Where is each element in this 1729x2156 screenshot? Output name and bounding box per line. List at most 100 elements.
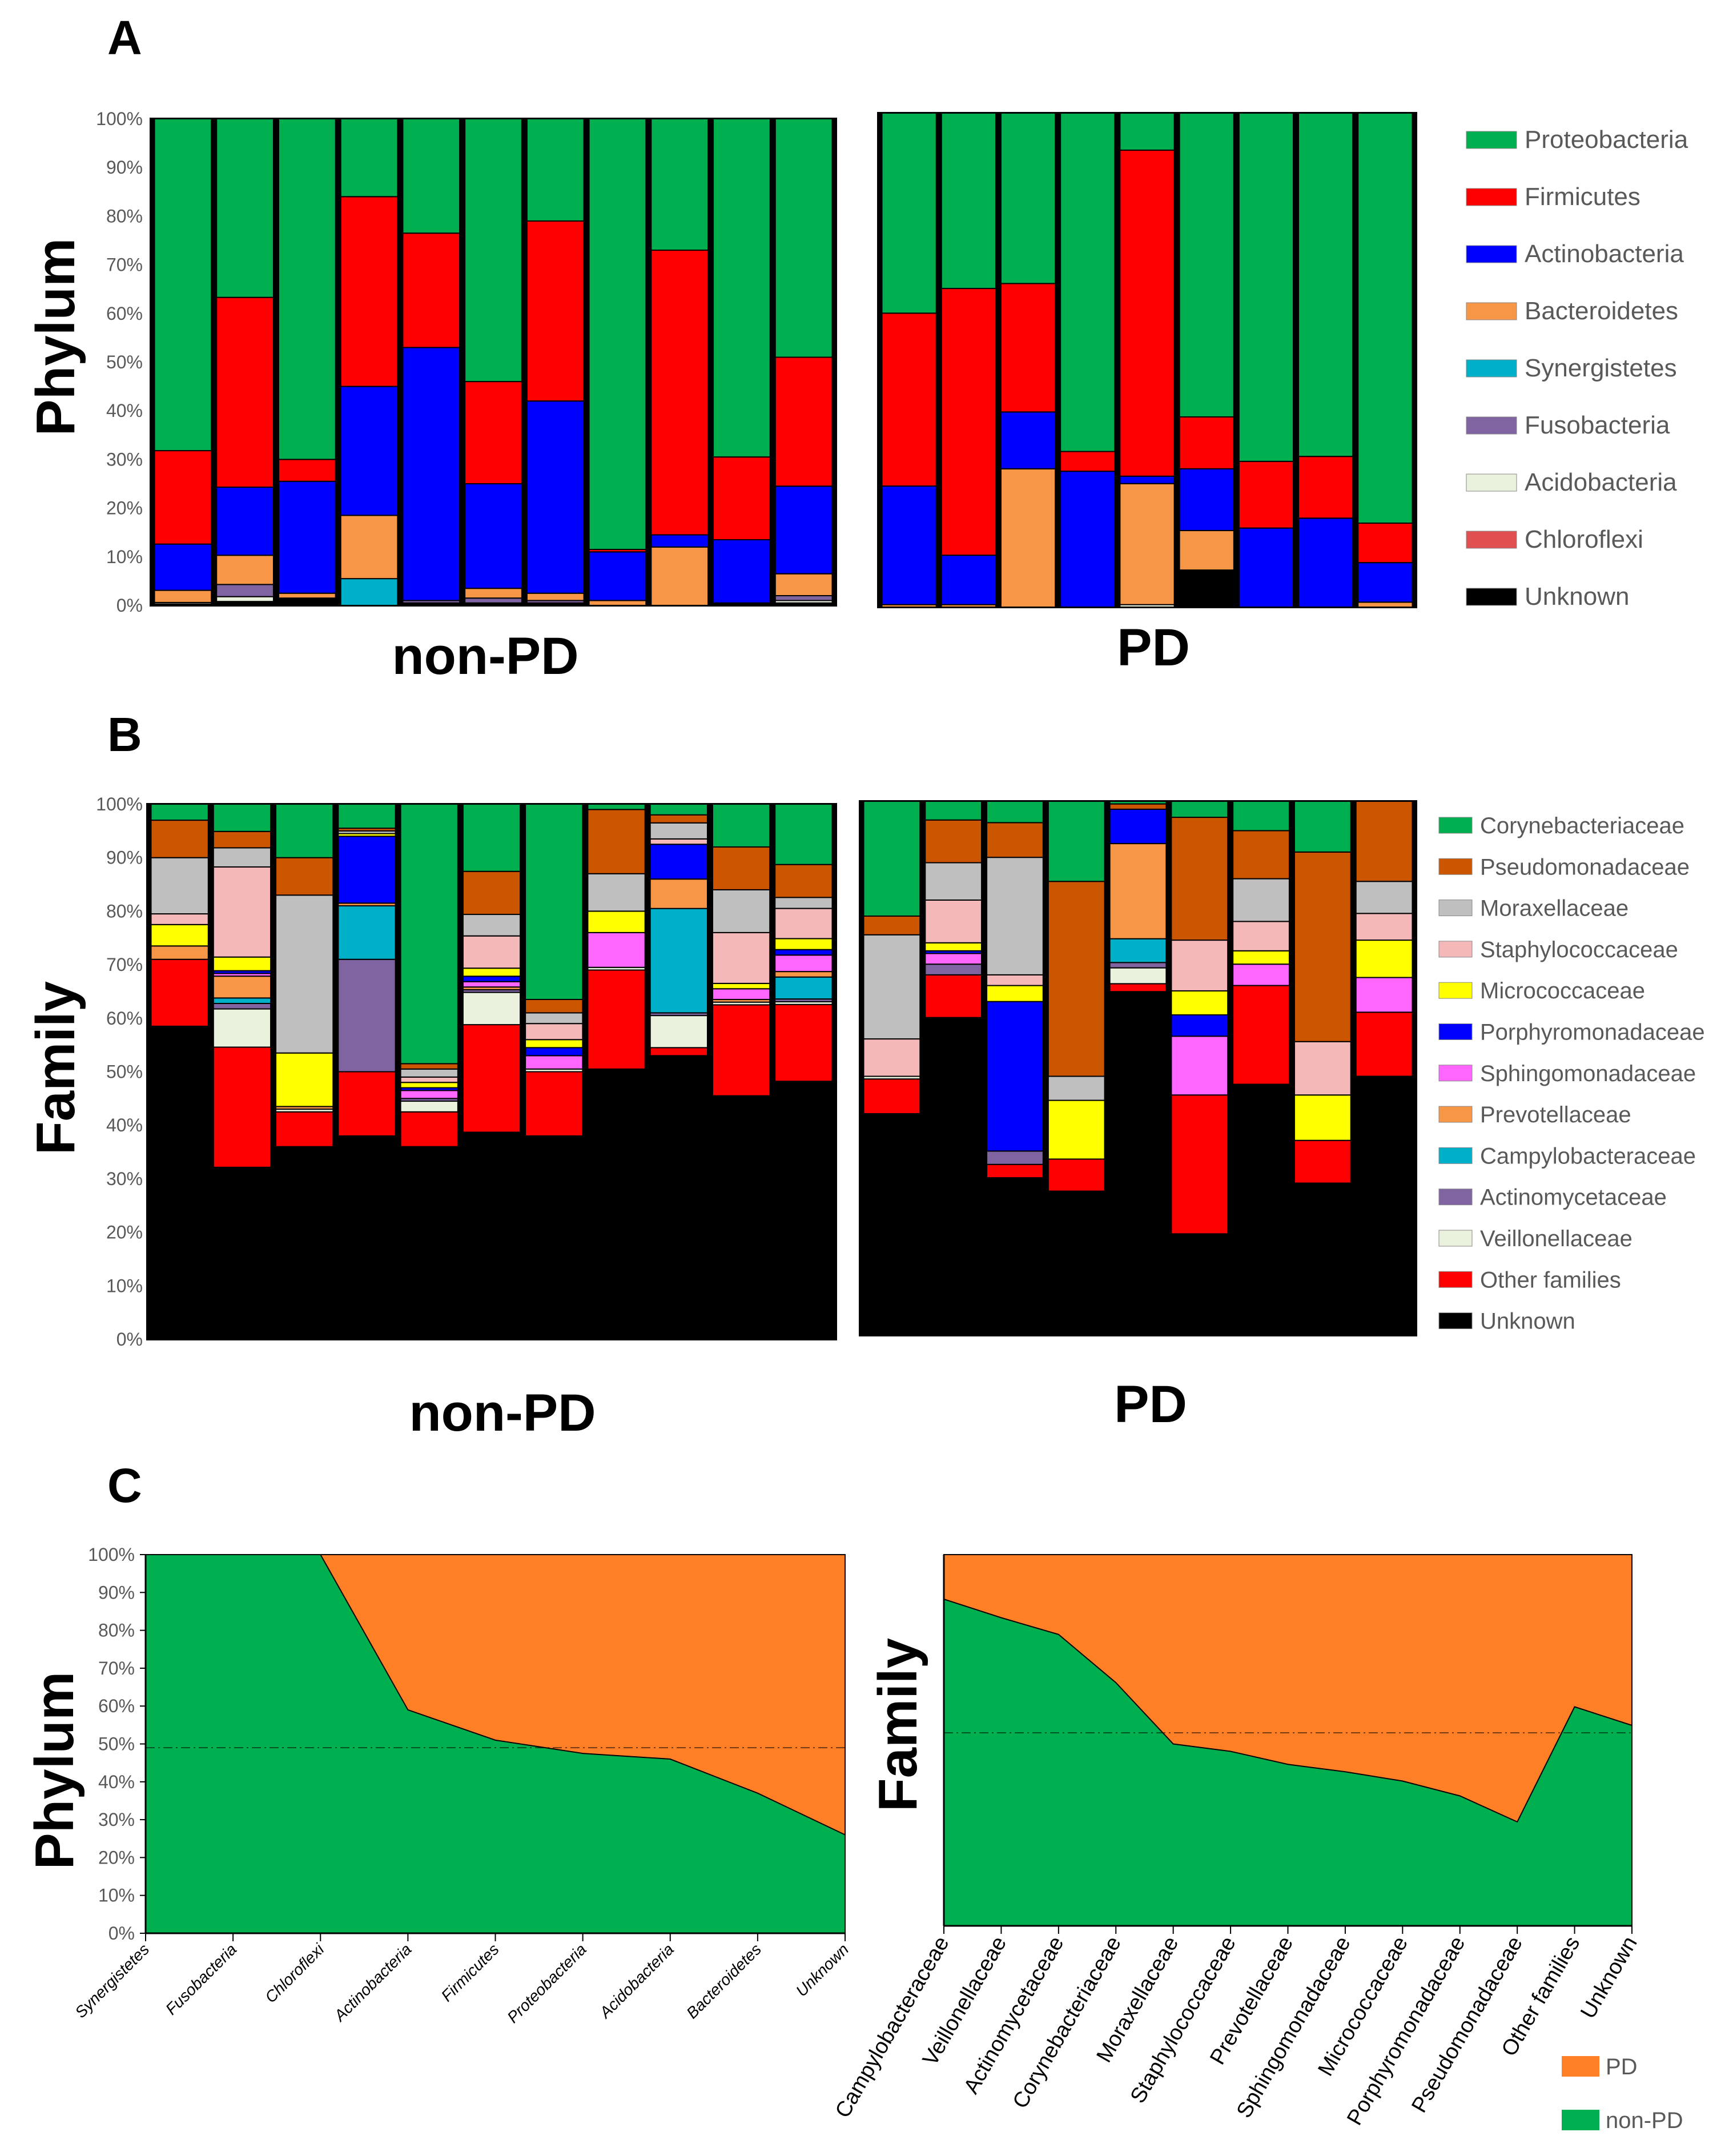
b-pd-bar-6-staphylococcaceae — [1171, 940, 1229, 991]
b-legend-swatch-campylobacteraceae — [1438, 1147, 1473, 1164]
b-nonpd-bar-8-other-families — [587, 969, 646, 1070]
a-nonpd-bar-7-bacteroidetes — [526, 592, 585, 601]
a-pd-bar-2-firmicutes — [940, 288, 996, 556]
b-pd-bar-9-micrococcaceae — [1355, 940, 1413, 978]
b-nonpd-bar-6-corynebacteriaceae — [462, 804, 521, 872]
b-nonpd-bar-4-porphyromonadaceae — [337, 836, 396, 904]
a-pd-bar-2-actinobacteria — [940, 555, 996, 605]
a-legend-label-fusobacteria: Fusobacteria — [1525, 411, 1670, 439]
a-tick-6: 60% — [106, 303, 143, 324]
a-pd-bar-5-firmicutes — [1119, 149, 1175, 477]
a-nonpd-bar-6-fusobacteria — [464, 597, 522, 604]
a-nonpd-bar-10-actinobacteria — [713, 539, 771, 604]
b-pd-bar-1-other-families — [863, 1078, 921, 1114]
a-pd-bar-3-bacteroidetes — [1000, 468, 1056, 608]
b-nonpd-bar-11-staphylococcaceae — [774, 908, 833, 940]
c-family-nonpd-area — [943, 1598, 1633, 1926]
b-nonpd-bar-6-unknown — [462, 1131, 521, 1340]
c-tick-4: 40% — [98, 1772, 135, 1792]
b-nonpd-bar-7-corynebacteriaceae — [525, 804, 584, 1001]
b-nonpd-bar-5-micrococcaceae — [400, 1082, 459, 1089]
b-pd-bar-3-staphylococcaceae — [986, 974, 1044, 986]
panel-a-letter: A — [107, 11, 142, 65]
b-legend-label-micrococcaceae: Micrococcaceae — [1480, 978, 1645, 1003]
b-nonpd-bar-10-other-families — [711, 1004, 771, 1097]
a-nonpd-bar-4-proteobacteria — [340, 118, 399, 198]
a-nonpd-bar-10-firmicutes — [713, 456, 771, 540]
b-legend-label-unknown: Unknown — [1480, 1309, 1575, 1334]
a-legend-swatch-actinobacteria — [1466, 245, 1517, 263]
a-nonpd-bar-1-proteobacteria — [154, 118, 212, 452]
a-nonpd-bar-7-actinobacteria — [526, 400, 585, 594]
b-legend-swatch-other-families — [1438, 1271, 1473, 1288]
b-pd-bar-6-porphyromonadaceae — [1171, 1014, 1229, 1037]
panel-c-legend: PD non-PD — [1562, 2054, 1683, 2133]
c-tick-6: 60% — [98, 1696, 135, 1716]
a-pd-bar-1-proteobacteria — [881, 113, 937, 314]
b-pd-bar-7-moraxellaceae — [1232, 878, 1290, 922]
b-legend-swatch-porphyromonadaceae — [1438, 1023, 1473, 1040]
a-legend-swatch-fusobacteria — [1466, 416, 1517, 435]
b-nonpd-bar-6-sphingomonadaceae — [462, 981, 521, 988]
b-nonpd-bar-9-moraxellaceae — [649, 822, 708, 840]
b-pd-bar-9-unknown — [1355, 1075, 1413, 1336]
b-nonpd-bar-5-veillonellaceae — [400, 1101, 459, 1113]
a-nonpd-bar-9-proteobacteria — [650, 118, 709, 251]
b-nonpd-bar-3-moraxellaceae — [275, 894, 334, 1054]
a-pd-bar-5-bacteroidetes — [1119, 483, 1175, 605]
a-pd-bar-2-proteobacteria — [940, 113, 996, 290]
b-tick-3: 30% — [106, 1169, 143, 1189]
c-legend-label-pd: PD — [1606, 2054, 1638, 2079]
panel-a-nonpd-bars — [150, 118, 837, 607]
b-nonpd-bar-11-sphingomonadaceae — [774, 954, 833, 973]
a-pd-bar-7-proteobacteria — [1238, 113, 1294, 462]
b-nonpd-bar-7-staphylococcaceae — [525, 1023, 584, 1041]
b-pd-bar-3-moraxellaceae — [986, 857, 1044, 975]
b-nonpd-bar-11-prevotellaceae — [774, 971, 833, 978]
a-nonpd-bar-8-actinobacteria — [588, 551, 647, 601]
a-pd-bar-5-actinobacteria — [1119, 475, 1175, 484]
b-nonpd-bar-10-staphylococcaceae — [711, 932, 771, 984]
a-tick-1: 10% — [106, 547, 143, 567]
b-nonpd-bar-8-sphingomonadaceae — [587, 932, 646, 968]
b-pd-bar-3-porphyromonadaceae — [986, 1001, 1044, 1152]
b-tick-5: 50% — [106, 1062, 143, 1082]
a-nonpd-bar-2-fusobacteria — [216, 584, 274, 597]
b-pd-bar-5-other-families — [1109, 983, 1167, 993]
b-tick-9: 90% — [106, 848, 143, 868]
a-pd-bar-8-firmicutes — [1298, 456, 1354, 519]
a-nonpd-bar-2-firmicutes — [216, 296, 274, 488]
b-pd-bar-9-sphingomonadaceae — [1355, 977, 1413, 1013]
b-nonpd-bar-11-other-families — [774, 1003, 833, 1082]
a-pd-bar-9-bacteroidetes — [1357, 601, 1413, 608]
b-nonpd-bar-6-porphyromonadaceae — [462, 975, 521, 982]
a-nonpd-bar-10-proteobacteria — [713, 118, 771, 458]
a-nonpd-bar-3-bacteroidetes — [278, 592, 336, 599]
b-pd-bar-1-pseudomonadaceae — [863, 916, 921, 936]
b-nonpd-bar-8-micrococcaceae — [587, 910, 646, 933]
c-phylum-nonpd-area — [145, 1554, 846, 1934]
c-tick-8: 80% — [98, 1620, 135, 1641]
b-legend-swatch-pseudomonadaceae — [1438, 858, 1473, 875]
b-nonpd-bar-7-other-families — [525, 1071, 584, 1137]
b-pd-bar-6-pseudomonadaceae — [1171, 817, 1229, 941]
b-pd-bar-2-actinomycetaceae — [924, 963, 983, 975]
b-pd-bar-4-other-families — [1047, 1158, 1105, 1192]
b-nonpd-bar-9-other-families — [649, 1047, 708, 1057]
b-legend-label-staphylococcaceae: Staphylococcaceae — [1480, 937, 1678, 962]
b-nonpd-bar-9-prevotellaceae — [649, 878, 708, 909]
panel-c-left-ylabel: Phylum — [24, 1672, 85, 1870]
a-nonpd-bar-4-synergistetes — [340, 578, 399, 607]
b-nonpd-bar-1-corynebacteriaceae — [150, 804, 209, 821]
b-nonpd-bar-10-corynebacteriaceae — [711, 804, 771, 848]
a-nonpd-bar-2-acidobacteria — [216, 596, 274, 603]
a-nonpd-bar-5-actinobacteria — [402, 347, 461, 601]
b-nonpd-bar-1-other-families — [150, 958, 209, 1027]
a-tick-3: 30% — [106, 449, 143, 469]
b-pd-bar-5-porphyromonadaceae — [1109, 808, 1167, 845]
a-tick-10: 100% — [96, 109, 143, 129]
a-nonpd-bar-6-proteobacteria — [464, 118, 522, 383]
b-tick-6: 60% — [106, 1008, 143, 1029]
c-tick-5: 50% — [98, 1734, 135, 1754]
